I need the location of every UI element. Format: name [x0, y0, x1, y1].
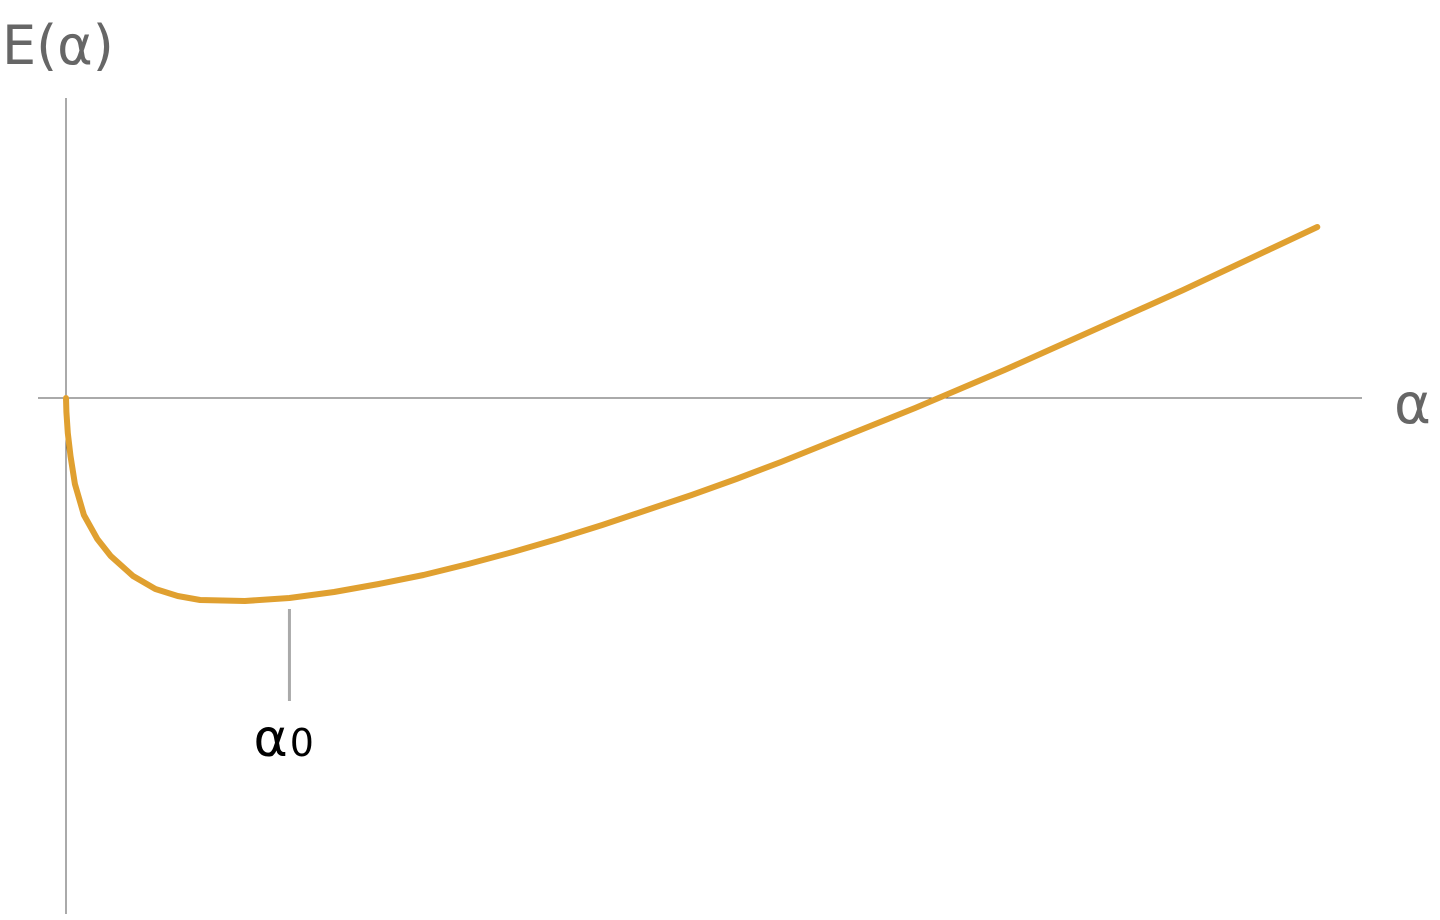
- series-line-energy: [63, 224, 1321, 604]
- annotation-subscript: 0: [290, 721, 314, 765]
- minimum-annotation: α0: [253, 709, 313, 769]
- y-axis-label: E(α): [2, 14, 114, 77]
- x-axis-label: α: [1394, 372, 1431, 437]
- annotation-symbol: α: [253, 709, 287, 769]
